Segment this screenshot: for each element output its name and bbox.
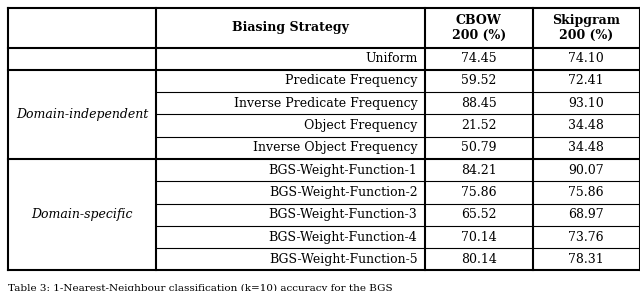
Text: 74.10: 74.10 <box>568 52 604 65</box>
Text: BGS-Weight-Function-2: BGS-Weight-Function-2 <box>269 186 417 199</box>
Text: 65.52: 65.52 <box>461 208 497 221</box>
Text: 72.41: 72.41 <box>568 74 604 88</box>
Text: BGS-Weight-Function-3: BGS-Weight-Function-3 <box>269 208 417 221</box>
Text: BGS-Weight-Function-5: BGS-Weight-Function-5 <box>269 253 417 266</box>
Text: Biasing Strategy: Biasing Strategy <box>232 21 349 34</box>
Text: 75.86: 75.86 <box>461 186 497 199</box>
Text: BGS-Weight-Function-4: BGS-Weight-Function-4 <box>269 230 417 244</box>
Text: 59.52: 59.52 <box>461 74 497 88</box>
Text: Uniform: Uniform <box>365 52 417 65</box>
Text: Domain-independent: Domain-independent <box>16 108 148 121</box>
Text: 50.79: 50.79 <box>461 141 497 154</box>
Text: 90.07: 90.07 <box>568 164 604 177</box>
Text: Inverse Predicate Frequency: Inverse Predicate Frequency <box>234 97 417 110</box>
Text: 70.14: 70.14 <box>461 230 497 244</box>
Text: BGS-Weight-Function-1: BGS-Weight-Function-1 <box>269 164 417 177</box>
Text: CBOW
200 (%): CBOW 200 (%) <box>452 14 506 42</box>
Text: Skipgram
200 (%): Skipgram 200 (%) <box>552 14 620 42</box>
Text: 73.76: 73.76 <box>568 230 604 244</box>
Text: Table 3: 1-Nearest-Neighbour classification (k=10) accuracy for the BGS: Table 3: 1-Nearest-Neighbour classificat… <box>8 284 392 291</box>
Text: 93.10: 93.10 <box>568 97 604 110</box>
Text: 78.31: 78.31 <box>568 253 604 266</box>
Text: Object Frequency: Object Frequency <box>304 119 417 132</box>
Text: 80.14: 80.14 <box>461 253 497 266</box>
Text: Inverse Object Frequency: Inverse Object Frequency <box>253 141 417 154</box>
Text: 75.86: 75.86 <box>568 186 604 199</box>
Text: Domain-specific: Domain-specific <box>31 208 133 221</box>
Text: 68.97: 68.97 <box>568 208 604 221</box>
Text: 34.48: 34.48 <box>568 141 604 154</box>
Text: 21.52: 21.52 <box>461 119 497 132</box>
Text: Predicate Frequency: Predicate Frequency <box>285 74 417 88</box>
Text: 34.48: 34.48 <box>568 119 604 132</box>
Text: 74.45: 74.45 <box>461 52 497 65</box>
Text: 84.21: 84.21 <box>461 164 497 177</box>
Text: 88.45: 88.45 <box>461 97 497 110</box>
